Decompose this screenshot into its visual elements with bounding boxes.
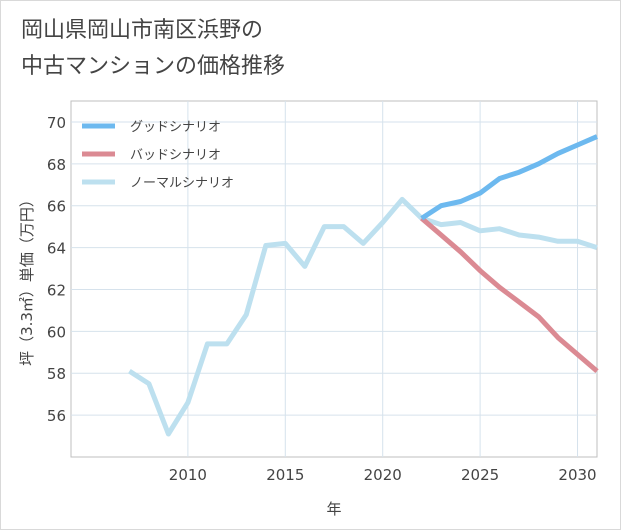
x-axis-ticks: 2010 2015 2020 2025 2030 — [169, 466, 597, 484]
grid-lines — [71, 101, 597, 457]
x-tick-label-2030: 2030 — [558, 466, 596, 484]
y-tick-label-66: 66 — [47, 198, 66, 216]
y-tick-label-62: 62 — [47, 281, 66, 299]
x-axis-title: 年 — [326, 500, 341, 518]
series-lines — [128, 134, 599, 437]
legend-label-2: バッドシナリオ — [130, 148, 221, 163]
plot-area — [70, 100, 598, 458]
legend-label-3: ノーマルシナリオ — [130, 176, 234, 191]
series-line-1 — [420, 134, 598, 221]
y-tick-label-64: 64 — [47, 240, 66, 258]
y-tick-label-58: 58 — [47, 365, 66, 383]
y-tick-label-60: 60 — [47, 323, 66, 341]
x-tick-label-2020: 2020 — [364, 466, 402, 484]
x-tick-label-2010: 2010 — [169, 466, 207, 484]
chart-title: 岡山県岡山市南区浜野の 中古マンションの価格推移 — [21, 13, 541, 85]
y-axis-title: 坪（3.3㎡）単価（万円） — [18, 192, 36, 366]
y-tick-label-56: 56 — [47, 407, 66, 425]
chart-title-line-2: 中古マンションの価格推移 — [21, 54, 286, 79]
chart-title-line-1: 岡山県岡山市南区浜野の — [21, 18, 264, 43]
series-line-3 — [128, 196, 598, 437]
y-tick-label-68: 68 — [47, 156, 66, 174]
y-tick-label-70: 70 — [47, 114, 66, 132]
x-tick-label-2025: 2025 — [461, 466, 499, 484]
y-axis-ticks: 56 58 60 62 64 66 68 70 — [47, 114, 66, 425]
series-line-2 — [420, 216, 599, 373]
legend-label-1: グッドシナリオ — [130, 120, 221, 135]
x-tick-label-2015: 2015 — [266, 466, 304, 484]
